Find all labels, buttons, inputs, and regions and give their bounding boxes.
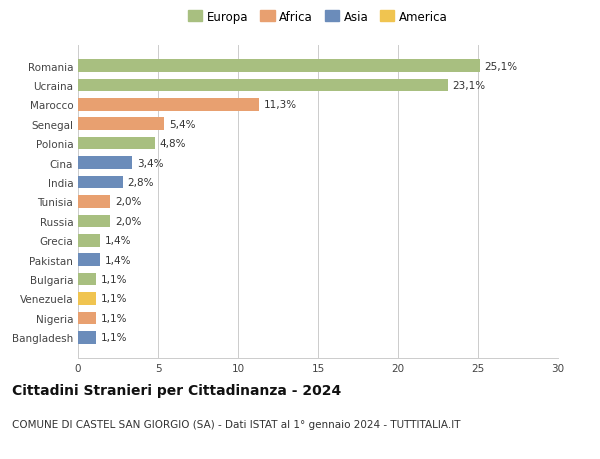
Bar bbox=[78, 254, 100, 266]
Bar bbox=[78, 79, 448, 92]
Bar bbox=[78, 196, 110, 208]
Text: 2,0%: 2,0% bbox=[115, 197, 141, 207]
Bar bbox=[78, 312, 95, 325]
Bar bbox=[78, 215, 110, 228]
Text: 5,4%: 5,4% bbox=[169, 119, 196, 129]
Bar bbox=[78, 118, 164, 131]
Bar bbox=[78, 235, 100, 247]
Text: 23,1%: 23,1% bbox=[452, 81, 485, 91]
Text: 3,4%: 3,4% bbox=[137, 158, 164, 168]
Bar bbox=[78, 292, 95, 305]
Bar bbox=[78, 60, 479, 73]
Text: 1,1%: 1,1% bbox=[100, 313, 127, 323]
Text: 11,3%: 11,3% bbox=[263, 100, 297, 110]
Bar bbox=[78, 176, 123, 189]
Bar bbox=[78, 138, 155, 150]
Bar bbox=[78, 273, 95, 286]
Text: 2,8%: 2,8% bbox=[128, 178, 154, 188]
Text: 1,1%: 1,1% bbox=[100, 274, 127, 285]
Legend: Europa, Africa, Asia, America: Europa, Africa, Asia, America bbox=[186, 8, 450, 26]
Bar bbox=[78, 331, 95, 344]
Text: 2,0%: 2,0% bbox=[115, 216, 141, 226]
Text: 1,1%: 1,1% bbox=[100, 333, 127, 342]
Text: 4,8%: 4,8% bbox=[160, 139, 186, 149]
Text: 1,1%: 1,1% bbox=[100, 294, 127, 304]
Text: 25,1%: 25,1% bbox=[484, 62, 518, 71]
Bar bbox=[78, 99, 259, 112]
Text: Cittadini Stranieri per Cittadinanza - 2024: Cittadini Stranieri per Cittadinanza - 2… bbox=[12, 383, 341, 397]
Text: COMUNE DI CASTEL SAN GIORGIO (SA) - Dati ISTAT al 1° gennaio 2024 - TUTTITALIA.I: COMUNE DI CASTEL SAN GIORGIO (SA) - Dati… bbox=[12, 419, 461, 429]
Text: 1,4%: 1,4% bbox=[105, 236, 132, 246]
Bar bbox=[78, 157, 133, 169]
Text: 1,4%: 1,4% bbox=[105, 255, 132, 265]
